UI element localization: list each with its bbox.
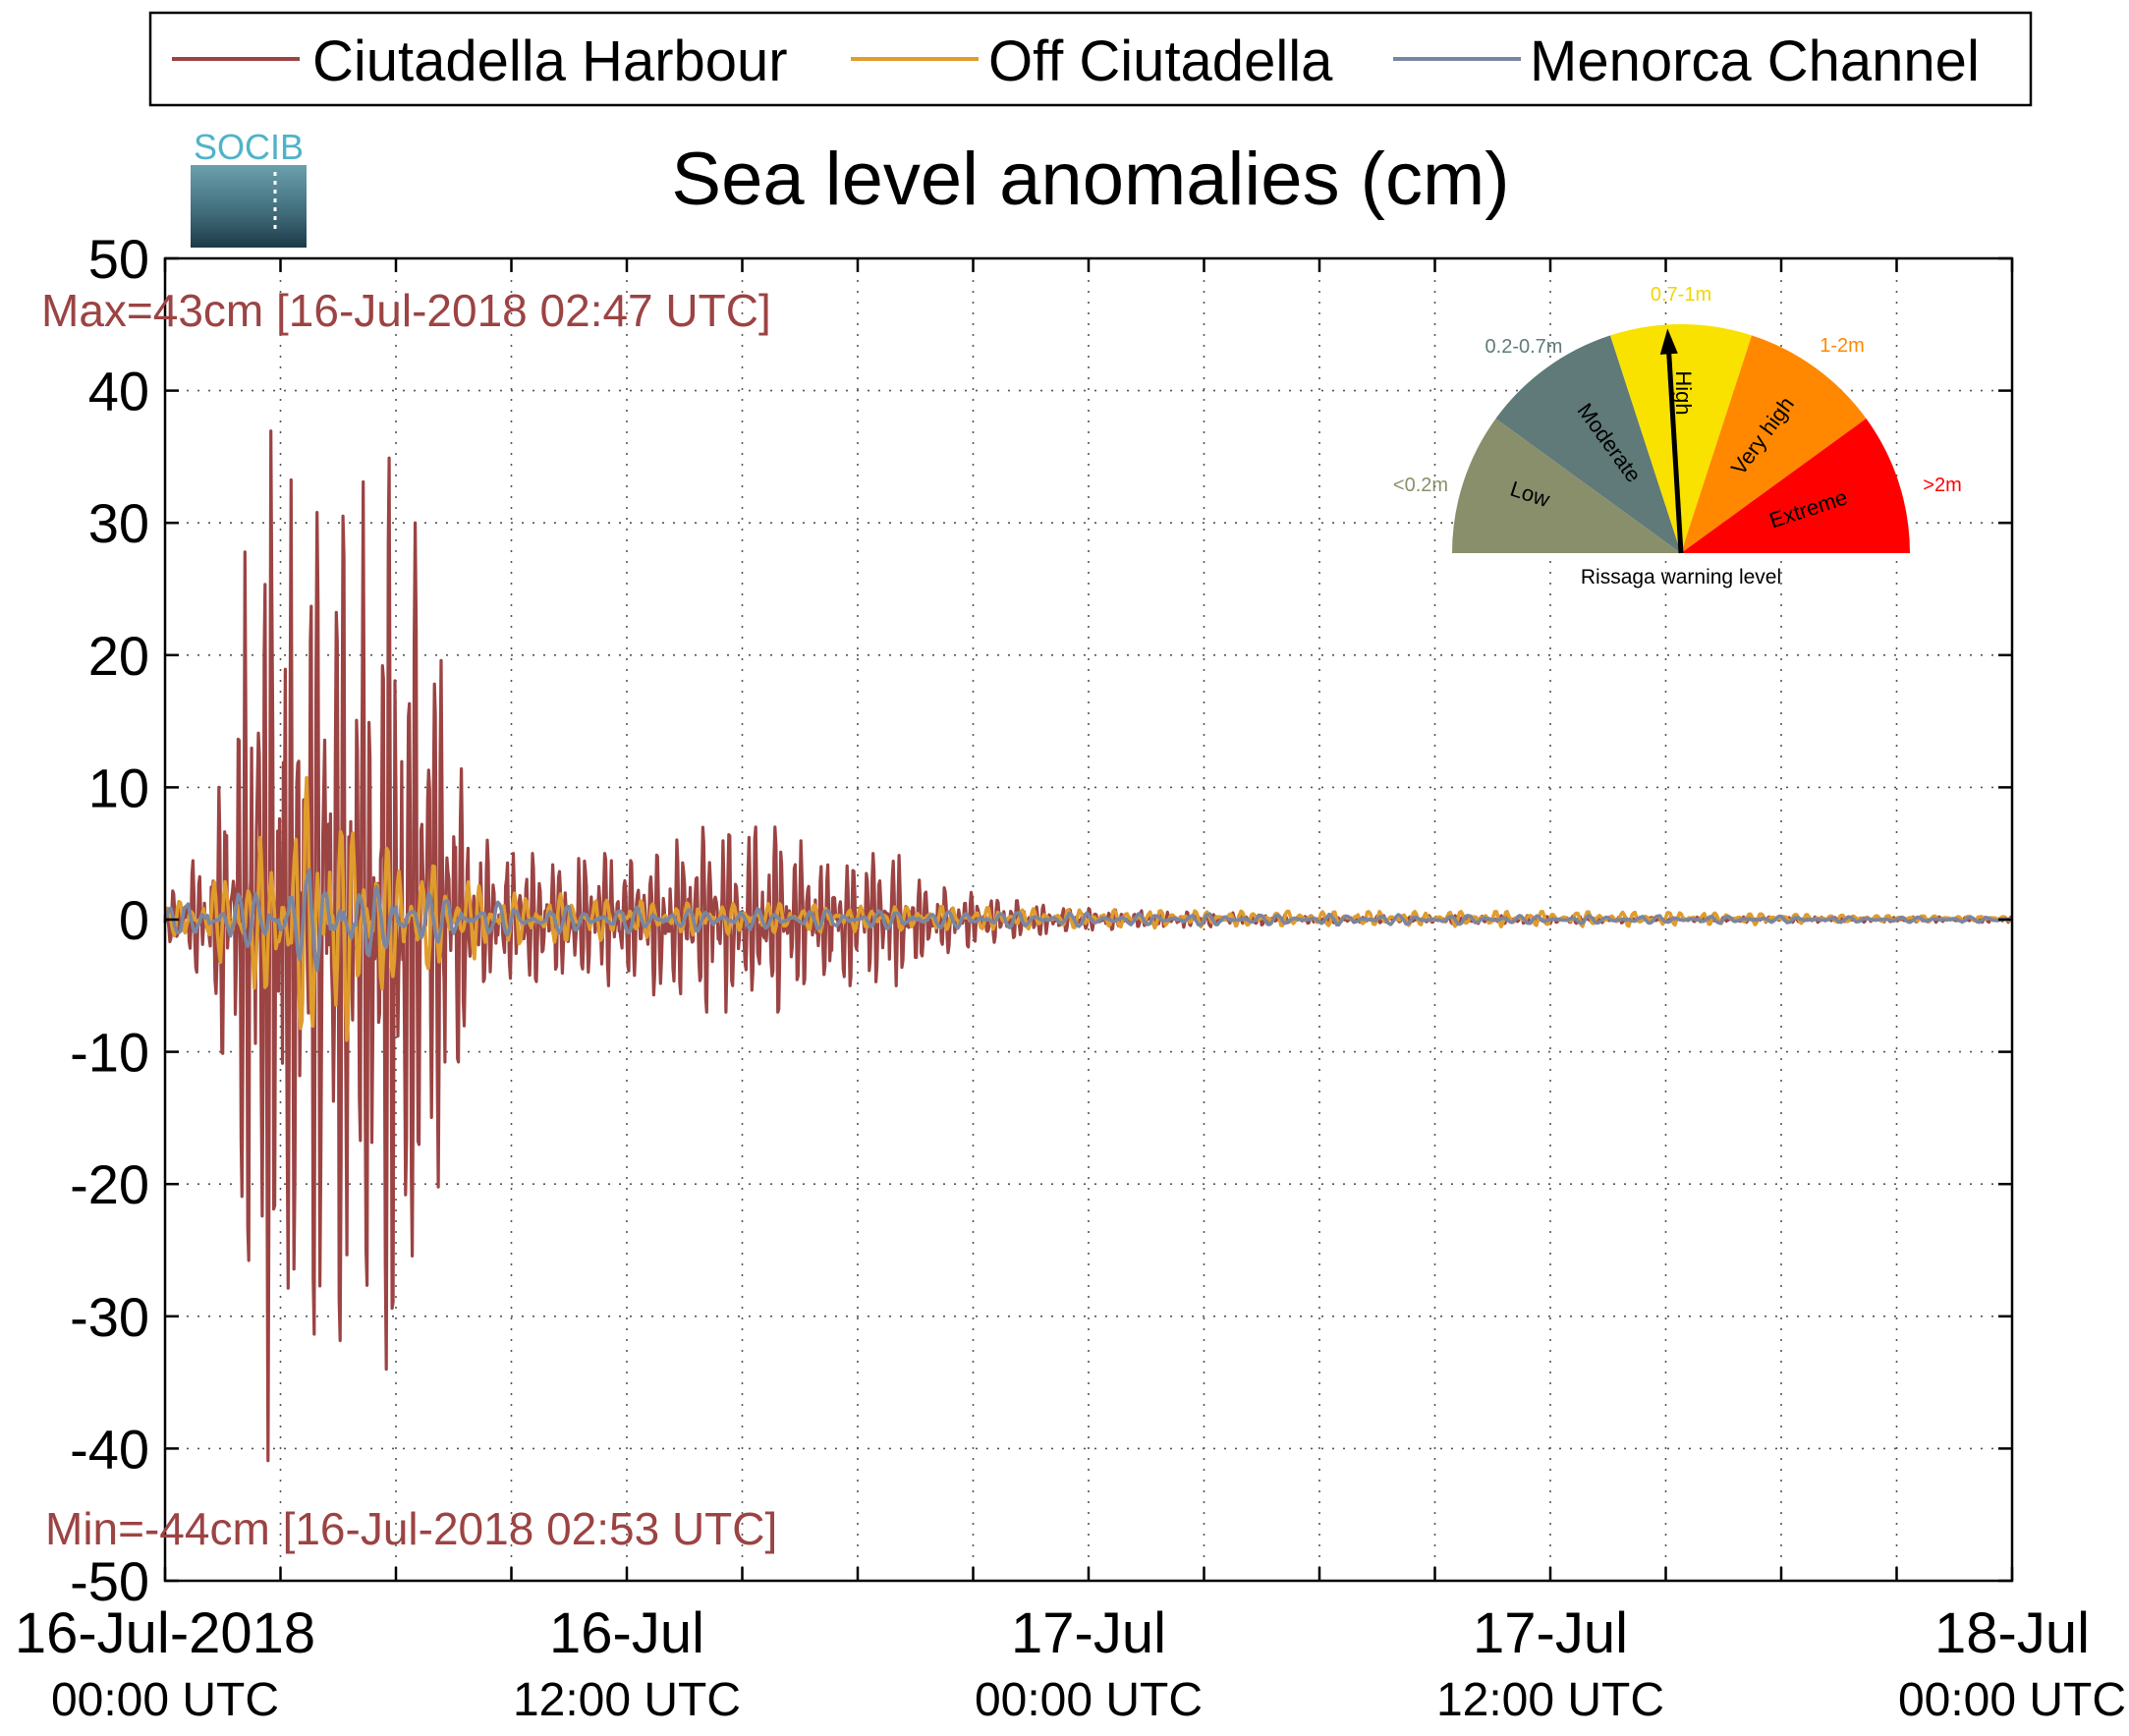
gauge-range-extreme: >2m — [1923, 475, 1961, 496]
gauge-sector-low — [1452, 419, 1681, 553]
y-tick-label: 10 — [88, 756, 149, 818]
x-tick-label-time: 12:00 UTC — [513, 1674, 741, 1726]
socib-logo: SOCIB — [191, 127, 307, 248]
x-tick-label-time: 00:00 UTC — [1898, 1674, 2126, 1726]
gauge-needle-head — [1659, 328, 1678, 355]
chart-title: Sea level anomalies (cm) — [671, 138, 1509, 221]
logo-text: SOCIB — [194, 127, 304, 167]
max-annotation: Max=43cm [16-Jul-2018 02:47 UTC] — [41, 285, 771, 336]
series-line-menorca-channel — [163, 868, 2013, 973]
y-tick-label: 40 — [88, 361, 149, 422]
legend-label-ciutadella-harbour: Ciutadella Harbour — [312, 29, 788, 93]
axis-ticks — [163, 256, 2014, 1583]
series-line-off-ciutadella — [163, 775, 2014, 1042]
x-tick-label-date: 17-Jul — [1473, 1601, 1628, 1665]
y-tick-label: 50 — [88, 228, 149, 290]
x-tick-label-time: 00:00 UTC — [975, 1674, 1203, 1726]
gauge-sector-high — [1610, 323, 1752, 553]
x-tick-label-date: 16-Jul — [549, 1601, 704, 1665]
x-tick-label-date: 18-Jul — [1934, 1601, 2090, 1665]
gauge-title: Rissaga warning level — [1581, 566, 1781, 588]
gauge-sector-moderate — [1495, 335, 1681, 553]
y-tick-label: 20 — [88, 625, 149, 687]
rissaga-warning-gauge: Low Moderate High Very high Extreme <0.2… — [1393, 284, 1962, 588]
gauge-range-moderate: 0.2-0.7m — [1485, 336, 1563, 358]
gauge-sector-very-high — [1681, 335, 1867, 553]
gauge-range-high: 0.7-1m — [1651, 284, 1711, 306]
x-tick-label-date: 16-Jul-2018 — [15, 1601, 315, 1665]
gauge-range-very-high: 1-2m — [1820, 335, 1865, 357]
legend-box — [148, 11, 2033, 107]
legend-label-menorca-channel: Menorca Channel — [1530, 29, 1980, 93]
min-annotation: Min=-44cm [16-Jul-2018 02:53 UTC] — [45, 1503, 777, 1554]
y-tick-label: -30 — [70, 1286, 149, 1348]
y-axis-labels: -50 -40 -30 -20 -10 0 10 20 30 40 50 — [70, 228, 149, 1612]
y-tick-label: -20 — [70, 1153, 149, 1215]
series-layer — [163, 429, 2014, 1463]
y-tick-label: 0 — [119, 889, 149, 951]
y-tick-label: 30 — [88, 492, 149, 554]
x-tick-label-time: 12:00 UTC — [1436, 1674, 1664, 1726]
x-tick-label-time: 00:00 UTC — [51, 1674, 279, 1726]
gauge-label-high: High — [1671, 370, 1696, 415]
gauge-needle — [1665, 346, 1684, 554]
x-axis-labels: 16-Jul-2018 00:00 UTC 16-Jul 12:00 UTC 17-Ju… — [15, 1601, 2126, 1726]
logo-block — [191, 165, 307, 248]
legend-label-off-ciutadella: Off Ciutadella — [988, 29, 1333, 93]
y-tick-label: -10 — [70, 1022, 149, 1084]
y-tick-label: -40 — [70, 1418, 149, 1480]
gauge-sector-extreme — [1681, 419, 1910, 553]
legend: Ciutadella Harbour Off Ciutadella Menorc… — [148, 11, 2033, 107]
x-tick-label-date: 17-Jul — [1011, 1601, 1166, 1665]
y-tick-label: -50 — [70, 1550, 149, 1612]
gauge-range-low: <0.2m — [1393, 475, 1448, 496]
